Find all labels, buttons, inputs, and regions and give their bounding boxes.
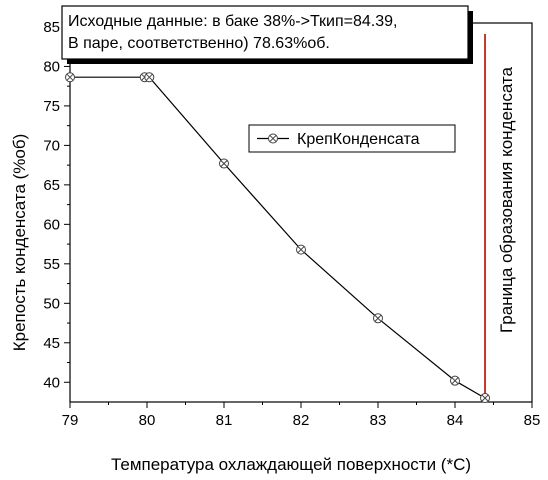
legend-marker: [268, 133, 278, 144]
y-tick-label: 50: [43, 295, 60, 312]
y-tick-label: 80: [43, 58, 60, 75]
x-tick-label: 81: [216, 412, 233, 429]
boundary-label: Граница образования конденсата: [497, 67, 516, 333]
y-tick-label: 40: [43, 374, 60, 391]
annotation-box: [61, 5, 469, 60]
x-tick-label: 84: [447, 412, 464, 429]
y-tick-label: 55: [43, 256, 60, 273]
x-tick-label: 80: [139, 412, 156, 429]
marker-cross: [269, 134, 277, 143]
data-point: [296, 244, 306, 255]
marker-cross: [145, 73, 153, 81]
y-tick-label: 70: [43, 137, 60, 154]
x-tick-label: 79: [62, 412, 79, 429]
marker-cross: [451, 377, 459, 385]
data-point: [65, 72, 75, 83]
y-tick-label: 85: [43, 19, 60, 36]
data-point: [373, 313, 383, 324]
data-point: [219, 158, 229, 169]
data-point: [144, 72, 155, 83]
y-tick-label: 45: [43, 335, 60, 352]
marker-cross: [297, 246, 305, 254]
data-point: [480, 393, 491, 404]
x-axis-title: Температура охлаждающей поверхности (*С): [111, 455, 471, 474]
annotation-line: Исходные данные: в баке 38%->Ткип=84.39,: [68, 13, 397, 30]
plot-frame: [69, 22, 533, 403]
x-tick-label: 85: [524, 412, 541, 429]
y-tick-label: 65: [43, 177, 60, 194]
marker-cross: [220, 159, 228, 168]
data-point: [450, 375, 460, 386]
annotation-line: В паре, соответственно) 78.63%об.: [68, 35, 330, 52]
legend-label: КрепКонденсата: [297, 131, 420, 148]
x-tick-label: 83: [370, 412, 387, 429]
marker-cross: [374, 314, 382, 322]
y-tick-label: 60: [43, 216, 60, 233]
x-tick-label: 82: [293, 412, 310, 429]
y-axis-title: Крепость конденсата (%об): [10, 134, 29, 352]
y-tick-label: 75: [43, 98, 60, 115]
marker-cross: [481, 394, 489, 402]
marker-cross: [66, 73, 74, 81]
